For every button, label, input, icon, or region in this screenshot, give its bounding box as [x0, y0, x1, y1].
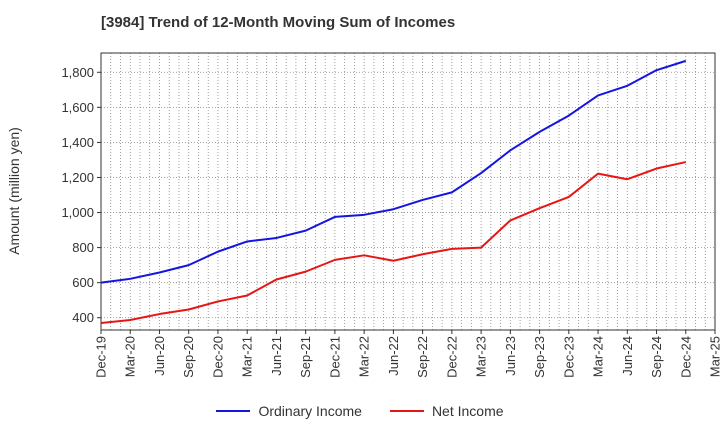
- x-tick-label: Dec-24: [678, 336, 693, 378]
- y-axis-ticks: 400 600 800 1,000 1,200 1,400 1,600 1,800: [61, 65, 101, 325]
- x-tick-label: Mar-21: [240, 336, 255, 377]
- x-tick-label: Mar-20: [123, 336, 138, 377]
- x-tick-label: Dec-21: [327, 336, 342, 378]
- x-tick-label: Mar-24: [591, 336, 606, 377]
- y-tick-label: 1,200: [61, 170, 94, 185]
- legend-label-ordinary-income: Ordinary Income: [258, 403, 362, 419]
- x-axis-ticks: Dec-19 Mar-20 Jun-20 Sep-20 Dec-20 Mar-21 Jun-…: [94, 330, 720, 378]
- y-tick-label: 1,600: [61, 100, 94, 115]
- y-tick-label: 400: [72, 310, 94, 325]
- legend-item-net-income: Net Income: [389, 403, 504, 419]
- x-tick-label: Sep-20: [181, 336, 196, 378]
- x-tick-label: Mar-25: [708, 336, 720, 377]
- x-tick-label: Mar-23: [474, 336, 489, 377]
- plot-area-frame: [100, 52, 716, 331]
- legend-swatch-ordinary-income: [216, 410, 251, 412]
- series-lines: [100, 59, 687, 324]
- legend-item-ordinary-income: Ordinary Income: [216, 403, 362, 419]
- chart-title: [3984] Trend of 12-Month Moving Sum of I…: [101, 14, 456, 31]
- x-tick-label: Sep-23: [532, 336, 547, 378]
- grid-lines: [101, 53, 715, 330]
- x-tick-label: Dec-19: [94, 336, 109, 378]
- y-tick-label: 1,400: [61, 135, 94, 150]
- y-tick-label: 600: [72, 275, 94, 290]
- legend: Ordinary Income Net Income: [0, 403, 720, 419]
- series-line-ordinary-income: [100, 59, 687, 284]
- legend-label-net-income: Net Income: [431, 403, 504, 419]
- x-tick-label: Jun-20: [152, 336, 167, 376]
- x-tick-label: Jun-24: [620, 336, 635, 376]
- x-tick-label: Jun-22: [386, 336, 401, 376]
- x-tick-label: Sep-24: [649, 336, 664, 378]
- y-axis-title: Amount (million yen): [6, 127, 22, 255]
- x-tick-label: Dec-22: [444, 336, 459, 378]
- x-tick-label: Mar-22: [357, 336, 372, 377]
- y-tick-label: 1,000: [61, 205, 94, 220]
- y-tick-label: 1,800: [61, 65, 94, 80]
- x-tick-label: Sep-21: [298, 336, 313, 378]
- x-tick-label: Jun-23: [503, 336, 518, 376]
- x-tick-label: Jun-21: [269, 336, 284, 376]
- y-tick-label: 800: [72, 240, 94, 255]
- x-tick-label: Dec-20: [210, 336, 225, 378]
- x-tick-label: Dec-23: [561, 336, 576, 378]
- legend-swatch-net-income: [389, 410, 424, 412]
- x-tick-label: Sep-22: [415, 336, 430, 378]
